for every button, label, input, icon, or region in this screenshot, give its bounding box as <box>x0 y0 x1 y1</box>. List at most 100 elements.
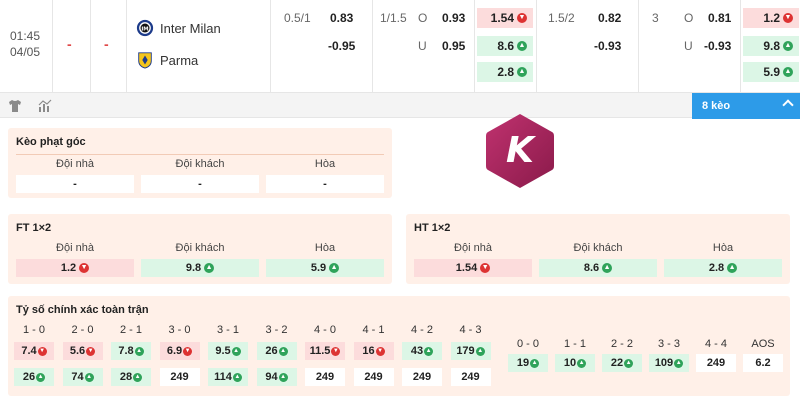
score-home-odd[interactable]: 9.5 ▲ <box>208 342 248 360</box>
score-label: 3 - 0 <box>168 324 191 336</box>
score-home-odd[interactable]: 16 ▼ <box>353 342 394 360</box>
score-home-odd[interactable]: 43 ▲ <box>402 342 442 360</box>
ft-over-odd[interactable]: 0.93 <box>442 8 465 28</box>
score-draw-odd[interactable]: 10 ▲ <box>555 354 595 372</box>
score-away-odd[interactable]: 249 <box>305 368 345 386</box>
score-away-odd[interactable]: 74 ▲ <box>62 368 103 386</box>
ht-over-odd[interactable]: 0.81 <box>708 8 731 28</box>
score-draw-odd[interactable]: 19 ▲ <box>508 354 548 372</box>
divider <box>52 0 53 92</box>
away-team[interactable]: Parma <box>136 51 198 69</box>
more-bets-button[interactable]: 8 kèo <box>692 93 800 119</box>
ht-1x2-draw-box[interactable]: 2.8 ▲ <box>664 259 782 277</box>
score-draw-odd[interactable]: 6.2 <box>743 354 783 372</box>
ht-handicap-line: 1.5/2 <box>548 8 575 28</box>
score-away-odd[interactable]: 28 ▲ <box>111 368 151 386</box>
score-draw-odd-value: 22 <box>610 357 624 369</box>
down-arrow-icon: ▼ <box>86 346 96 356</box>
match-row[interactable]: 01:45 04/05 - - IM Inter Milan Parma 0.5… <box>0 0 800 92</box>
score-away-odd-value: 249 <box>315 371 335 383</box>
ht-1x2-draw-label: Hòa <box>712 242 734 254</box>
score-away-odd[interactable]: 94 ▲ <box>256 368 297 386</box>
ft-ou-line-label: 1/1.5 <box>380 11 407 25</box>
score-draw-odd-value: 19 <box>516 357 530 369</box>
ht-1x2-panel: HT 1×2 Đội nhà Đội khách Hòa 1.54 ▼ 8.6 ▲ … <box>406 214 790 284</box>
ft-1x2-away-box[interactable]: 9.8 ▲ <box>141 259 259 277</box>
score-draw-odd[interactable]: 22 ▲ <box>602 354 642 372</box>
ft-1x2-draw-box[interactable]: 5.9 ▲ <box>266 259 384 277</box>
down-arrow-icon: ▼ <box>331 346 341 356</box>
divider <box>474 0 475 92</box>
score-draw-odd[interactable]: 109 ▲ <box>649 354 689 372</box>
ht-handicap-away-odd[interactable]: -0.93 <box>594 36 621 56</box>
corner-draw-odd[interactable]: - <box>266 175 384 193</box>
score-label: 4 - 3 <box>459 324 482 336</box>
score-home-odd[interactable]: 5.6 ▼ <box>62 342 103 360</box>
corner-draw-label: Hòa <box>314 158 336 170</box>
score-away-odd[interactable]: 249 <box>159 368 200 386</box>
home-team[interactable]: IM Inter Milan <box>136 19 221 37</box>
score-home-odd[interactable]: 7.8 ▲ <box>111 342 151 360</box>
ft-1x2-draw-value: 2.8 <box>497 65 514 79</box>
up-arrow-icon: ▲ <box>783 67 793 77</box>
ht-handicap-away-value: -0.93 <box>594 39 622 53</box>
ft-1x2-home-value: 1.54 <box>490 11 514 25</box>
ht-1x2-draw-box-value: 2.8 <box>708 262 725 274</box>
ht-handicap-home-odd[interactable]: 0.82 <box>598 8 621 28</box>
score-away-odd[interactable]: 249 <box>450 368 491 386</box>
up-arrow-icon: ▲ <box>727 263 738 273</box>
svg-text:IM: IM <box>141 26 148 32</box>
up-arrow-icon: ▲ <box>36 372 46 382</box>
corner-home-odd[interactable]: - <box>16 175 134 193</box>
away-team-name: Parma <box>160 52 199 68</box>
ht-1x2-away-box-value: 8.6 <box>583 262 600 274</box>
score-away-odd[interactable]: 249 <box>402 368 442 386</box>
ft-handicap-away-odd[interactable]: -0.95 <box>328 36 355 56</box>
score-draw-odd[interactable]: 249 <box>696 354 736 372</box>
score-away-odd[interactable]: 249 <box>353 368 394 386</box>
ft-1x2-home-box[interactable]: 1.2 ▼ <box>16 259 134 277</box>
shirt-icon[interactable] <box>7 98 23 114</box>
corner-away-odd[interactable]: - <box>141 175 259 193</box>
ft-1x2-draw-label: Hòa <box>314 242 336 254</box>
ft-1x2-home-box-value: 1.2 <box>60 262 77 274</box>
score-home-odd[interactable]: 179 ▲ <box>450 342 491 360</box>
ft-1x2-away-odd[interactable]: 8.6 ▲ <box>477 36 533 56</box>
away-score: - <box>104 36 109 52</box>
divider <box>372 0 373 92</box>
score-home-odd[interactable]: 11.5 ▼ <box>305 342 345 360</box>
ht-handicap-home-value: 0.82 <box>598 11 622 25</box>
up-arrow-icon: ▲ <box>278 372 288 382</box>
ht-1x2-away-odd[interactable]: 9.8 ▲ <box>743 36 799 56</box>
score-away-odd[interactable]: 26 ▲ <box>14 368 54 386</box>
score-home-odd[interactable]: 7.4 ▼ <box>14 342 54 360</box>
ft-1x2-draw-odd[interactable]: 2.8 ▲ <box>477 62 533 82</box>
up-arrow-icon: ▲ <box>329 263 340 273</box>
score-label: 1 - 1 <box>563 338 586 350</box>
ft-1x2-home-odd[interactable]: 1.54 ▼ <box>477 8 533 28</box>
score-home-odd-value: 16 <box>362 345 375 357</box>
ft-handicap-home-odd[interactable]: 0.83 <box>330 8 353 28</box>
ht-under-odd[interactable]: -0.93 <box>704 36 731 56</box>
ht-1x2-home-odd[interactable]: 1.2 ▼ <box>743 8 799 28</box>
score-home-odd[interactable]: 26 ▲ <box>256 342 297 360</box>
ht-over-letter: O <box>684 11 694 25</box>
ht-1x2-away-box[interactable]: 8.6 ▲ <box>539 259 657 277</box>
down-arrow-icon: ▼ <box>480 263 491 273</box>
correct-score-panel: Tỷ số chính xác toàn trận 1 - 0 7.4 ▼ 26 ▲ 2 … <box>8 296 790 396</box>
ht-1x2-home-box-value: 1.54 <box>455 262 478 274</box>
down-arrow-icon: ▼ <box>517 13 527 23</box>
ft-under-odd[interactable]: 0.95 <box>442 36 465 56</box>
up-arrow-icon: ▲ <box>133 372 143 382</box>
score-away-odd[interactable]: 114 ▲ <box>208 368 248 386</box>
stats-icon[interactable] <box>37 98 53 114</box>
ft-under-value: 0.95 <box>442 39 466 53</box>
down-arrow-icon: ▼ <box>79 263 90 273</box>
ht-1x2-home-value: 1.2 <box>763 11 780 25</box>
score-home-odd[interactable]: 6.9 ▼ <box>159 342 200 360</box>
more-bets-label: 8 kèo <box>702 100 731 112</box>
ht-1x2-home-box[interactable]: 1.54 ▼ <box>414 259 532 277</box>
ht-ou-line: 3 <box>652 8 659 28</box>
up-arrow-icon: ▲ <box>134 346 144 356</box>
ht-1x2-draw-odd[interactable]: 5.9 ▲ <box>743 62 799 82</box>
